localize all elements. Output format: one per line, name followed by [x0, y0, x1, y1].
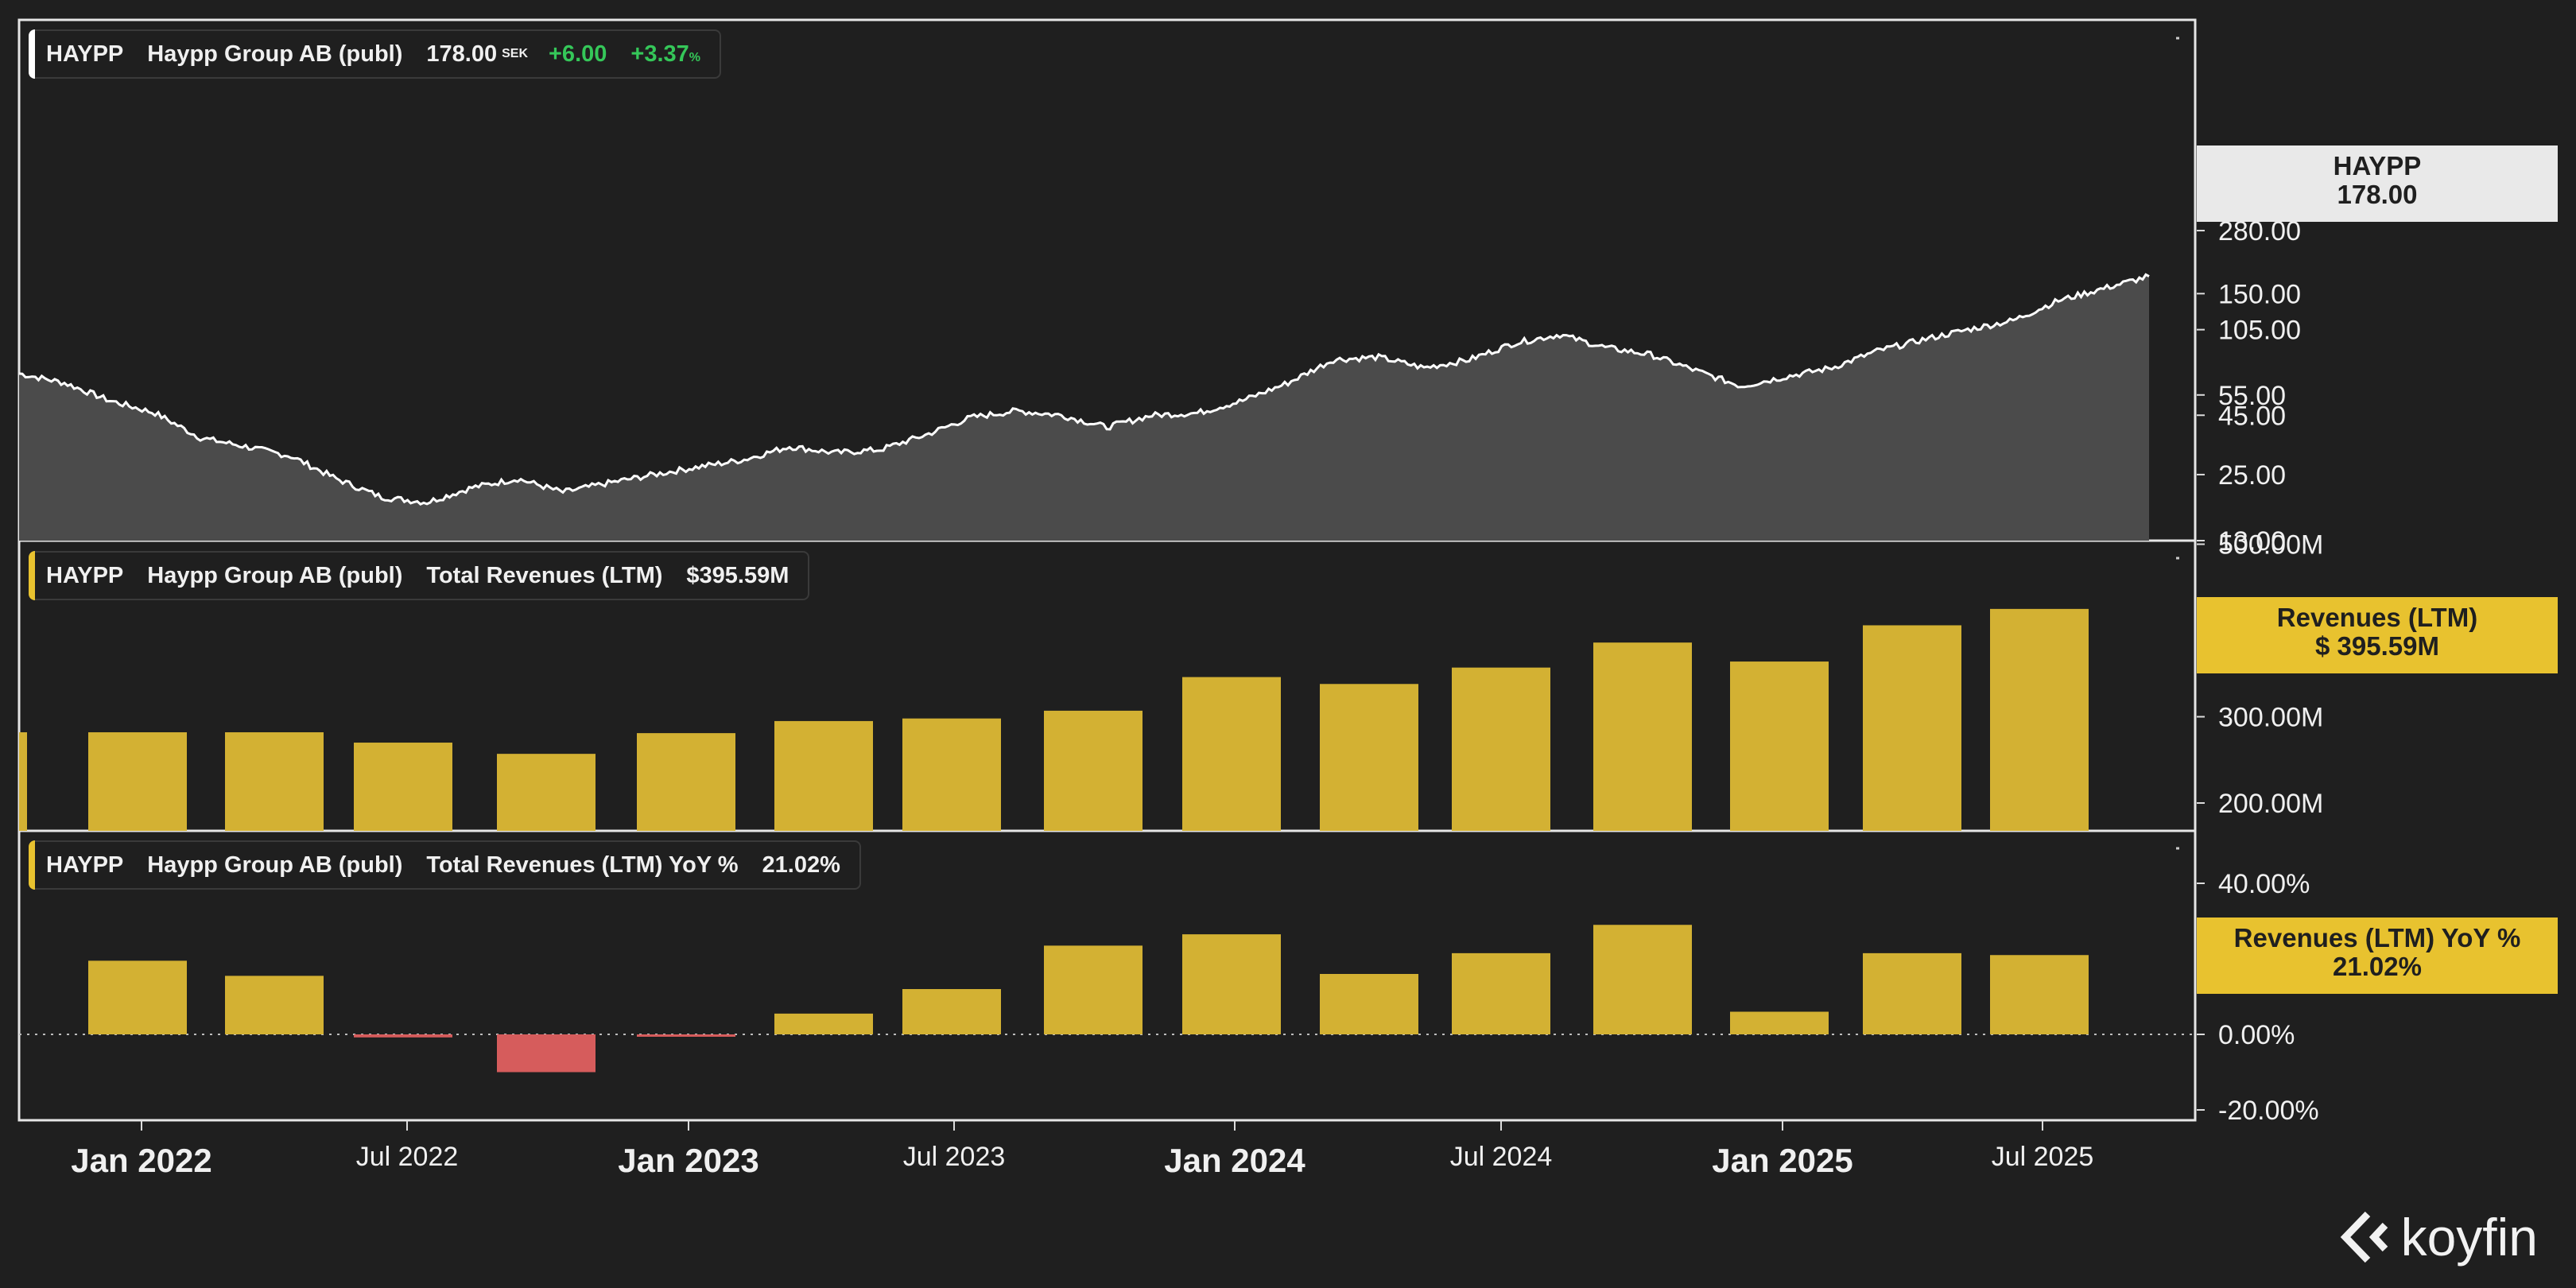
yoy-bar — [774, 1013, 873, 1034]
legend-pct-sign: % — [689, 50, 701, 64]
legend-metric: Total Revenues (LTM) — [426, 562, 663, 588]
revenue-bar — [88, 732, 187, 831]
yoy-tag-label: Revenues (LTM) YoY % — [2233, 923, 2521, 952]
yoy-bar — [497, 1034, 596, 1073]
revenue-bar — [354, 743, 452, 831]
revenue-tag-label: Revenues (LTM) — [2276, 603, 2478, 632]
price-tag-ticker: HAYPP — [2333, 151, 2422, 180]
revenue-bar — [1182, 677, 1281, 831]
x-axis-label: Jul 2024 — [1450, 1142, 1553, 1172]
legend-price: 178.00 — [426, 41, 498, 67]
revenue-bar — [1452, 667, 1550, 831]
legend-ticker: HAYPP — [46, 562, 124, 588]
yoy-bar — [354, 1034, 452, 1038]
yoy-bar — [1593, 925, 1692, 1034]
revenue-pane — [19, 608, 2089, 831]
legend-change-pct: +3.37% — [630, 41, 700, 68]
legend-currency: SEK — [502, 47, 528, 60]
yoy-bar — [88, 960, 187, 1034]
legend-change-pct-value: +3.37 — [630, 41, 689, 67]
price-area — [19, 274, 2149, 541]
legend-company: Haypp Group AB (publ) — [147, 562, 403, 588]
revenue-legend[interactable]: HAYPP Haypp Group AB (publ) Total Revenu… — [29, 551, 810, 600]
yoy-bar — [225, 976, 324, 1034]
x-axis-label: Jul 2022 — [356, 1142, 459, 1172]
legend-company: Haypp Group AB (publ) — [147, 852, 403, 878]
koyfin-logo[interactable]: koyfin — [2337, 1207, 2538, 1267]
price-legend[interactable]: HAYPP Haypp Group AB (publ) 178.00 SEK +… — [29, 29, 722, 79]
yoy-bar — [902, 989, 1001, 1034]
yoy-axis-label: 0.00% — [2218, 1020, 2295, 1050]
revenue-bar — [1044, 710, 1143, 831]
x-axis-label: Jul 2023 — [903, 1142, 1006, 1172]
price-axis-label: 55.00 — [2218, 381, 2286, 411]
price-axis-label: 25.00 — [2218, 460, 2286, 491]
x-axis-label: Jan 2025 — [1712, 1142, 1852, 1179]
legend-accent — [29, 840, 35, 890]
revenue-bar — [774, 720, 873, 831]
yoy-bar — [1452, 952, 1550, 1034]
yoy-legend[interactable]: HAYPP Haypp Group AB (publ) Total Revenu… — [29, 840, 861, 890]
revenue-bar — [1730, 661, 1829, 831]
revenue-bar — [497, 754, 596, 831]
revenue-bar — [1863, 625, 1961, 831]
legend-value: $395.59M — [686, 562, 789, 588]
price-axis-label: 45.00 — [2218, 401, 2286, 431]
legend-value: 21.02% — [762, 852, 840, 878]
revenue-bar — [1990, 608, 2089, 831]
revenue-axis-label: 300.00M — [2218, 703, 2323, 733]
koyfin-mark-icon — [2340, 1211, 2388, 1263]
yoy-axis-label: 40.00% — [2218, 869, 2310, 899]
revenue-axis-label: 200.00M — [2218, 789, 2323, 819]
price-tag: HAYPP 178.00 — [2197, 145, 2558, 222]
yoy-axis-label: -20.00% — [2218, 1096, 2319, 1126]
legend-metric: Total Revenues (LTM) YoY % — [426, 852, 739, 878]
yoy-tag-value: 21.02% — [2333, 952, 2422, 981]
yoy-bar — [1320, 974, 1418, 1034]
koyfin-wordmark: koyfin — [2400, 1208, 2538, 1267]
yoy-bar — [1182, 934, 1281, 1034]
revenue-bar — [902, 718, 1001, 831]
yoy-tag: Revenues (LTM) YoY % 21.02% — [2197, 918, 2558, 994]
x-axis-label: Jan 2024 — [1164, 1142, 1305, 1179]
revenue-bar — [225, 732, 324, 831]
yoy-bar — [1730, 1011, 1829, 1034]
yoy-bar — [1044, 945, 1143, 1034]
revenue-tag: Revenues (LTM) $ 395.59M — [2197, 597, 2558, 673]
revenue-bar — [1320, 684, 1418, 831]
price-axis-label: 13.00 — [2218, 526, 2286, 557]
price-axis-label: 105.00 — [2218, 316, 2301, 346]
revenue-bar — [637, 733, 735, 831]
price-line — [18, 273, 2150, 506]
legend-change: +6.00 — [549, 41, 607, 67]
yoy-bar — [637, 1034, 735, 1037]
x-axis-label: Jul 2025 — [1992, 1142, 2094, 1172]
revenue-bar — [19, 732, 27, 831]
legend-accent — [29, 551, 35, 600]
legend-ticker: HAYPP — [46, 852, 124, 878]
yoy-bar — [1863, 952, 1961, 1034]
chart-frame — [17, 18, 2197, 1122]
legend-accent — [29, 29, 35, 79]
revenue-tag-value: $ 395.59M — [2315, 631, 2439, 661]
revenue-axis-label: 500.00M — [2218, 530, 2323, 561]
price-axis-label: 150.00 — [2218, 279, 2301, 309]
yoy-bar — [1990, 955, 2089, 1034]
price-tag-value: 178.00 — [2337, 180, 2418, 209]
x-axis-label: Jan 2022 — [71, 1142, 211, 1179]
revenue-bar — [1593, 642, 1692, 831]
legend-company: Haypp Group AB (publ) — [147, 41, 403, 67]
legend-ticker: HAYPP — [46, 41, 124, 67]
x-axis-label: Jan 2023 — [618, 1142, 758, 1179]
yoy-pane — [19, 925, 2195, 1073]
price-pane — [18, 273, 2150, 541]
